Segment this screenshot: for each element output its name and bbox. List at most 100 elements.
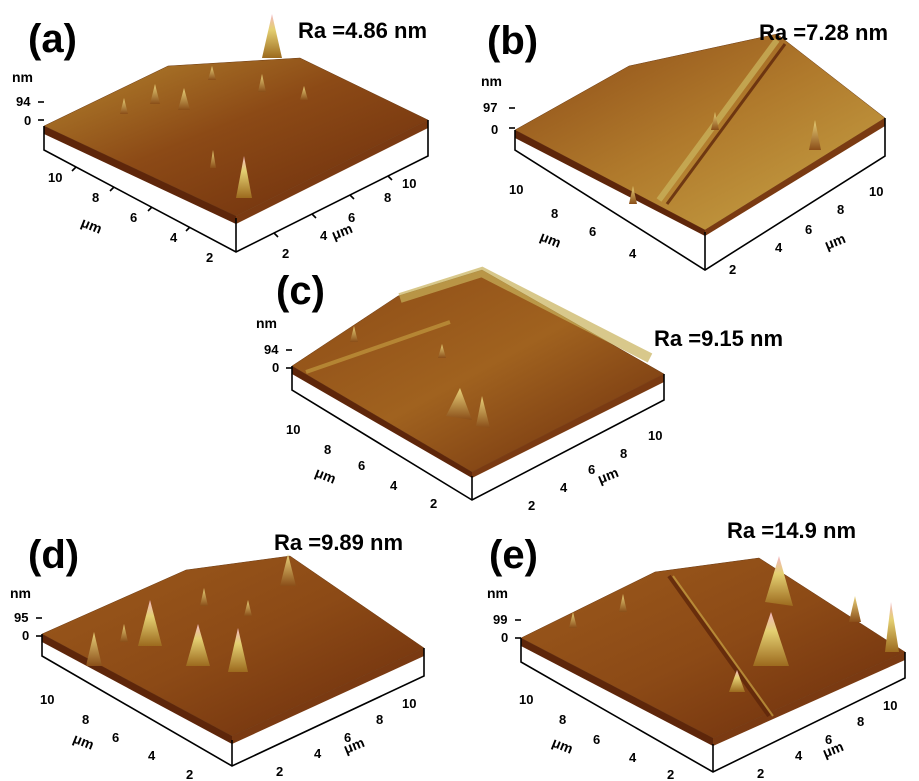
right-tick: 6 bbox=[825, 732, 832, 747]
z-axis-max: 95 bbox=[14, 610, 28, 625]
right-tick: 2 bbox=[729, 262, 736, 277]
right-tick: 4 bbox=[795, 748, 803, 763]
z-axis-unit: nm bbox=[12, 69, 33, 85]
afm-panel-b: (b) Ra =7.28 nm nm 97 0 10 8 6 4 μm 2 4 … bbox=[459, 0, 919, 280]
xy-axis-unit: μm bbox=[595, 464, 620, 487]
left-tick: 8 bbox=[92, 190, 99, 205]
right-tick: 2 bbox=[528, 498, 535, 513]
roughness-value: Ra =9.89 nm bbox=[274, 530, 403, 555]
afm-panel-d-figure: (d) Ra =9.89 nm nm 95 0 10 8 6 4 2 μm 2 … bbox=[10, 530, 425, 781]
xy-axis-unit: μm bbox=[79, 214, 104, 237]
afm-panel-a-figure: (a) Ra =4.86 nm nm 94 0 10 8 6 4 2 μm 2 … bbox=[12, 14, 429, 265]
afm-surface-b bbox=[514, 33, 886, 231]
afm-panel-d: (d) Ra =9.89 nm nm 95 0 10 8 6 4 2 μm 2 … bbox=[0, 516, 460, 781]
xy-axis-unit: μm bbox=[820, 738, 845, 761]
left-tick: 4 bbox=[629, 750, 637, 765]
xy-axis-unit: μm bbox=[71, 730, 96, 753]
z-axis-max: 97 bbox=[483, 100, 497, 115]
afm-surface-c bbox=[291, 269, 665, 473]
right-tick: 10 bbox=[883, 698, 897, 713]
afm-panel-c: (c) Ra =9.15 nm nm 94 0 10 8 6 4 2 μm 2 … bbox=[250, 262, 783, 520]
z-axis-min: 0 bbox=[272, 360, 279, 375]
left-tick: 10 bbox=[40, 692, 54, 707]
panel-label: (b) bbox=[487, 19, 538, 63]
left-tick: 6 bbox=[358, 458, 365, 473]
left-tick: 4 bbox=[390, 478, 398, 493]
panel-label: (d) bbox=[28, 533, 79, 577]
right-tick: 6 bbox=[805, 222, 812, 237]
right-tick: 8 bbox=[384, 190, 391, 205]
left-tick: 4 bbox=[148, 748, 156, 763]
right-tick: 6 bbox=[348, 210, 355, 225]
afm-panel-e-figure: (e) Ra =14.9 nm nm 99 0 10 8 6 4 2 μm 2 … bbox=[487, 518, 906, 781]
left-tick: 6 bbox=[589, 224, 596, 239]
afm-panel-a: (a) Ra =4.86 nm nm 94 0 10 8 6 4 2 μm 2 … bbox=[0, 0, 460, 265]
z-axis-max: 94 bbox=[264, 342, 279, 357]
roughness-value: Ra =4.86 nm bbox=[298, 18, 427, 43]
left-tick: 10 bbox=[48, 170, 62, 185]
left-tick: 2 bbox=[667, 767, 674, 781]
z-axis-unit: nm bbox=[481, 73, 502, 89]
left-tick: 10 bbox=[509, 182, 523, 197]
right-tick: 4 bbox=[320, 228, 328, 243]
z-axis-min: 0 bbox=[491, 122, 498, 137]
xy-axis-unit: μm bbox=[822, 230, 847, 253]
left-tick: 8 bbox=[559, 712, 566, 727]
roughness-value: Ra =9.15 nm bbox=[654, 326, 783, 351]
left-tick: 2 bbox=[430, 496, 437, 511]
left-tick: 4 bbox=[170, 230, 178, 245]
left-tick: 6 bbox=[130, 210, 137, 225]
xy-axis-unit: μm bbox=[329, 220, 354, 243]
right-tick: 2 bbox=[276, 764, 283, 779]
afm-peak bbox=[262, 14, 282, 58]
left-tick: 2 bbox=[206, 250, 213, 265]
left-tick: 2 bbox=[186, 767, 193, 781]
left-tick: 8 bbox=[82, 712, 89, 727]
right-tick: 10 bbox=[402, 176, 416, 191]
left-tick: 6 bbox=[112, 730, 119, 745]
right-tick: 10 bbox=[869, 184, 883, 199]
left-tick: 6 bbox=[593, 732, 600, 747]
right-tick: 8 bbox=[837, 202, 844, 217]
right-tick: 8 bbox=[620, 446, 627, 461]
panel-label: (c) bbox=[276, 269, 325, 313]
panel-label: (a) bbox=[28, 17, 77, 61]
right-tick: 8 bbox=[376, 712, 383, 727]
left-tick: 8 bbox=[324, 442, 331, 457]
z-axis-min: 0 bbox=[22, 628, 29, 643]
right-tick: 10 bbox=[648, 428, 662, 443]
afm-surface-e bbox=[520, 557, 906, 739]
left-tick: 8 bbox=[551, 206, 558, 221]
z-axis-unit: nm bbox=[487, 585, 508, 601]
z-axis-min: 0 bbox=[24, 113, 31, 128]
xy-axis-unit: μm bbox=[313, 464, 338, 487]
right-tick: 4 bbox=[314, 746, 322, 761]
roughness-value: Ra =7.28 nm bbox=[759, 20, 888, 45]
afm-surface-d bbox=[41, 555, 425, 737]
afm-surface-a bbox=[43, 57, 429, 217]
xy-axis-unit: μm bbox=[538, 228, 563, 251]
right-tick: 2 bbox=[757, 766, 764, 781]
right-tick: 6 bbox=[588, 462, 595, 477]
roughness-value: Ra =14.9 nm bbox=[727, 518, 856, 543]
right-tick: 8 bbox=[857, 714, 864, 729]
xy-axis-unit: μm bbox=[550, 734, 575, 757]
left-tick: 10 bbox=[519, 692, 533, 707]
z-axis-unit: nm bbox=[10, 585, 31, 601]
left-tick: 4 bbox=[629, 246, 637, 261]
afm-panel-b-figure: (b) Ra =7.28 nm nm 97 0 10 8 6 4 μm 2 4 … bbox=[481, 19, 888, 277]
xy-axis-unit: μm bbox=[341, 734, 366, 757]
left-tick: 10 bbox=[286, 422, 300, 437]
right-tick: 10 bbox=[402, 696, 416, 711]
right-tick: 6 bbox=[344, 730, 351, 745]
z-axis-min: 0 bbox=[501, 630, 508, 645]
right-tick: 4 bbox=[560, 480, 568, 495]
right-tick: 2 bbox=[282, 246, 289, 261]
z-axis-unit: nm bbox=[256, 315, 277, 331]
z-axis-max: 99 bbox=[493, 612, 507, 627]
afm-panel-c-figure: (c) Ra =9.15 nm nm 94 0 10 8 6 4 2 μm 2 … bbox=[256, 266, 783, 513]
right-tick: 4 bbox=[775, 240, 783, 255]
z-axis-max: 94 bbox=[16, 94, 31, 109]
afm-panel-e: (e) Ra =14.9 nm nm 99 0 10 8 6 4 2 μm 2 … bbox=[459, 516, 919, 781]
panel-label: (e) bbox=[489, 533, 538, 577]
